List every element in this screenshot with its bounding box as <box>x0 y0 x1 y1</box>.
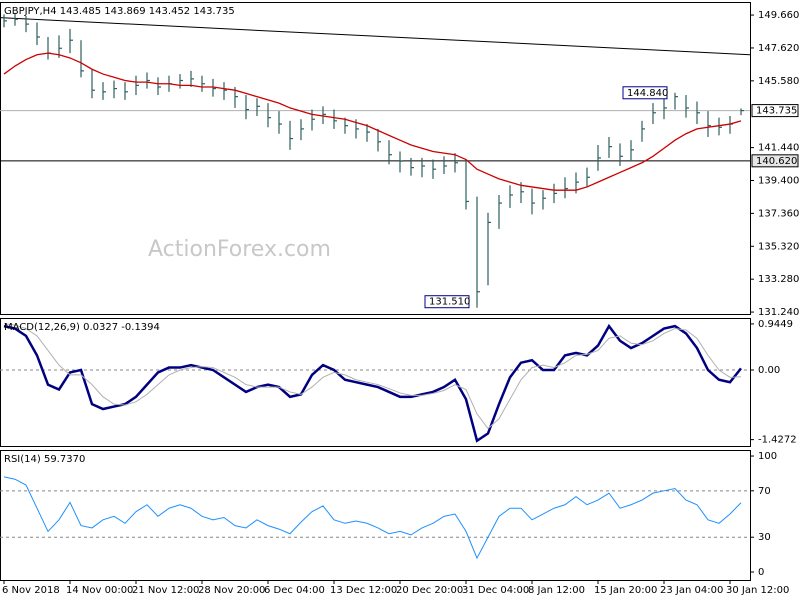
panel <box>0 450 751 581</box>
y-tick-label: 137.360 <box>758 208 799 219</box>
x-tick-label: 31 Dec 04:00 <box>462 585 529 596</box>
x-tick-label: 21 Nov 12:00 <box>132 585 199 596</box>
y-tick-label: 133.280 <box>758 274 799 285</box>
price-box-label: 140.620 <box>756 156 797 167</box>
y-tick-label: 141.440 <box>758 143 799 154</box>
trend-line <box>0 17 751 56</box>
x-tick-label: 14 Nov 00:00 <box>66 585 133 596</box>
x-tick-label: 6 Nov 2018 <box>2 585 60 596</box>
y-tick-label: 147.620 <box>758 43 799 54</box>
watermark: ActionForex.com <box>148 237 331 262</box>
x-tick-label: 6 Dec 04:00 <box>264 585 325 596</box>
y-tick-label: 0.9449 <box>758 319 793 330</box>
y-tick-label: 0 <box>758 567 764 578</box>
y-tick-label: 135.320 <box>758 241 799 252</box>
annotation-label: 131.510 <box>429 297 470 308</box>
y-tick-label: 0.00 <box>758 365 780 376</box>
x-tick-label: 30 Jan 12:00 <box>726 585 789 596</box>
x-tick-label: 13 Dec 12:00 <box>330 585 397 596</box>
panel <box>0 2 751 315</box>
x-tick-label: 15 Jan 20:00 <box>594 585 657 596</box>
x-tick-label: 28 Nov 20:00 <box>198 585 265 596</box>
y-tick-label: 145.580 <box>758 76 799 87</box>
y-tick-label: -1.4272 <box>758 435 797 446</box>
panel-label: MACD(12,26,9) 0.0327 -0.1394 <box>4 322 160 333</box>
panel-label: RSI(14) 59.7370 <box>4 454 85 465</box>
series-line <box>3 52 742 191</box>
series-line <box>3 323 742 443</box>
x-tick-label: 23 Jan 04:00 <box>660 585 723 596</box>
y-tick-label: 139.400 <box>758 175 799 186</box>
annotation-box <box>622 86 668 100</box>
price-box <box>751 154 799 168</box>
panel-label: GBPJPY,H4 143.485 143.869 143.452 143.73… <box>4 6 235 17</box>
y-tick-label: 70 <box>758 486 771 497</box>
y-tick-label: 149.660 <box>758 10 799 21</box>
y-tick-label: 131.240 <box>758 307 799 318</box>
x-tick-label: 20 Dec 20:00 <box>396 585 463 596</box>
annotation-label: 144.840 <box>627 88 668 99</box>
x-tick-label: 8 Jan 12:00 <box>528 585 585 596</box>
panel <box>0 318 751 447</box>
series-line <box>3 323 742 430</box>
price-box <box>751 104 799 118</box>
series-line <box>3 476 742 560</box>
y-tick-label: 100 <box>758 451 777 462</box>
annotation-box <box>424 295 470 309</box>
price-box-label: 143.735 <box>756 106 797 117</box>
y-tick-label: 30 <box>758 532 771 543</box>
